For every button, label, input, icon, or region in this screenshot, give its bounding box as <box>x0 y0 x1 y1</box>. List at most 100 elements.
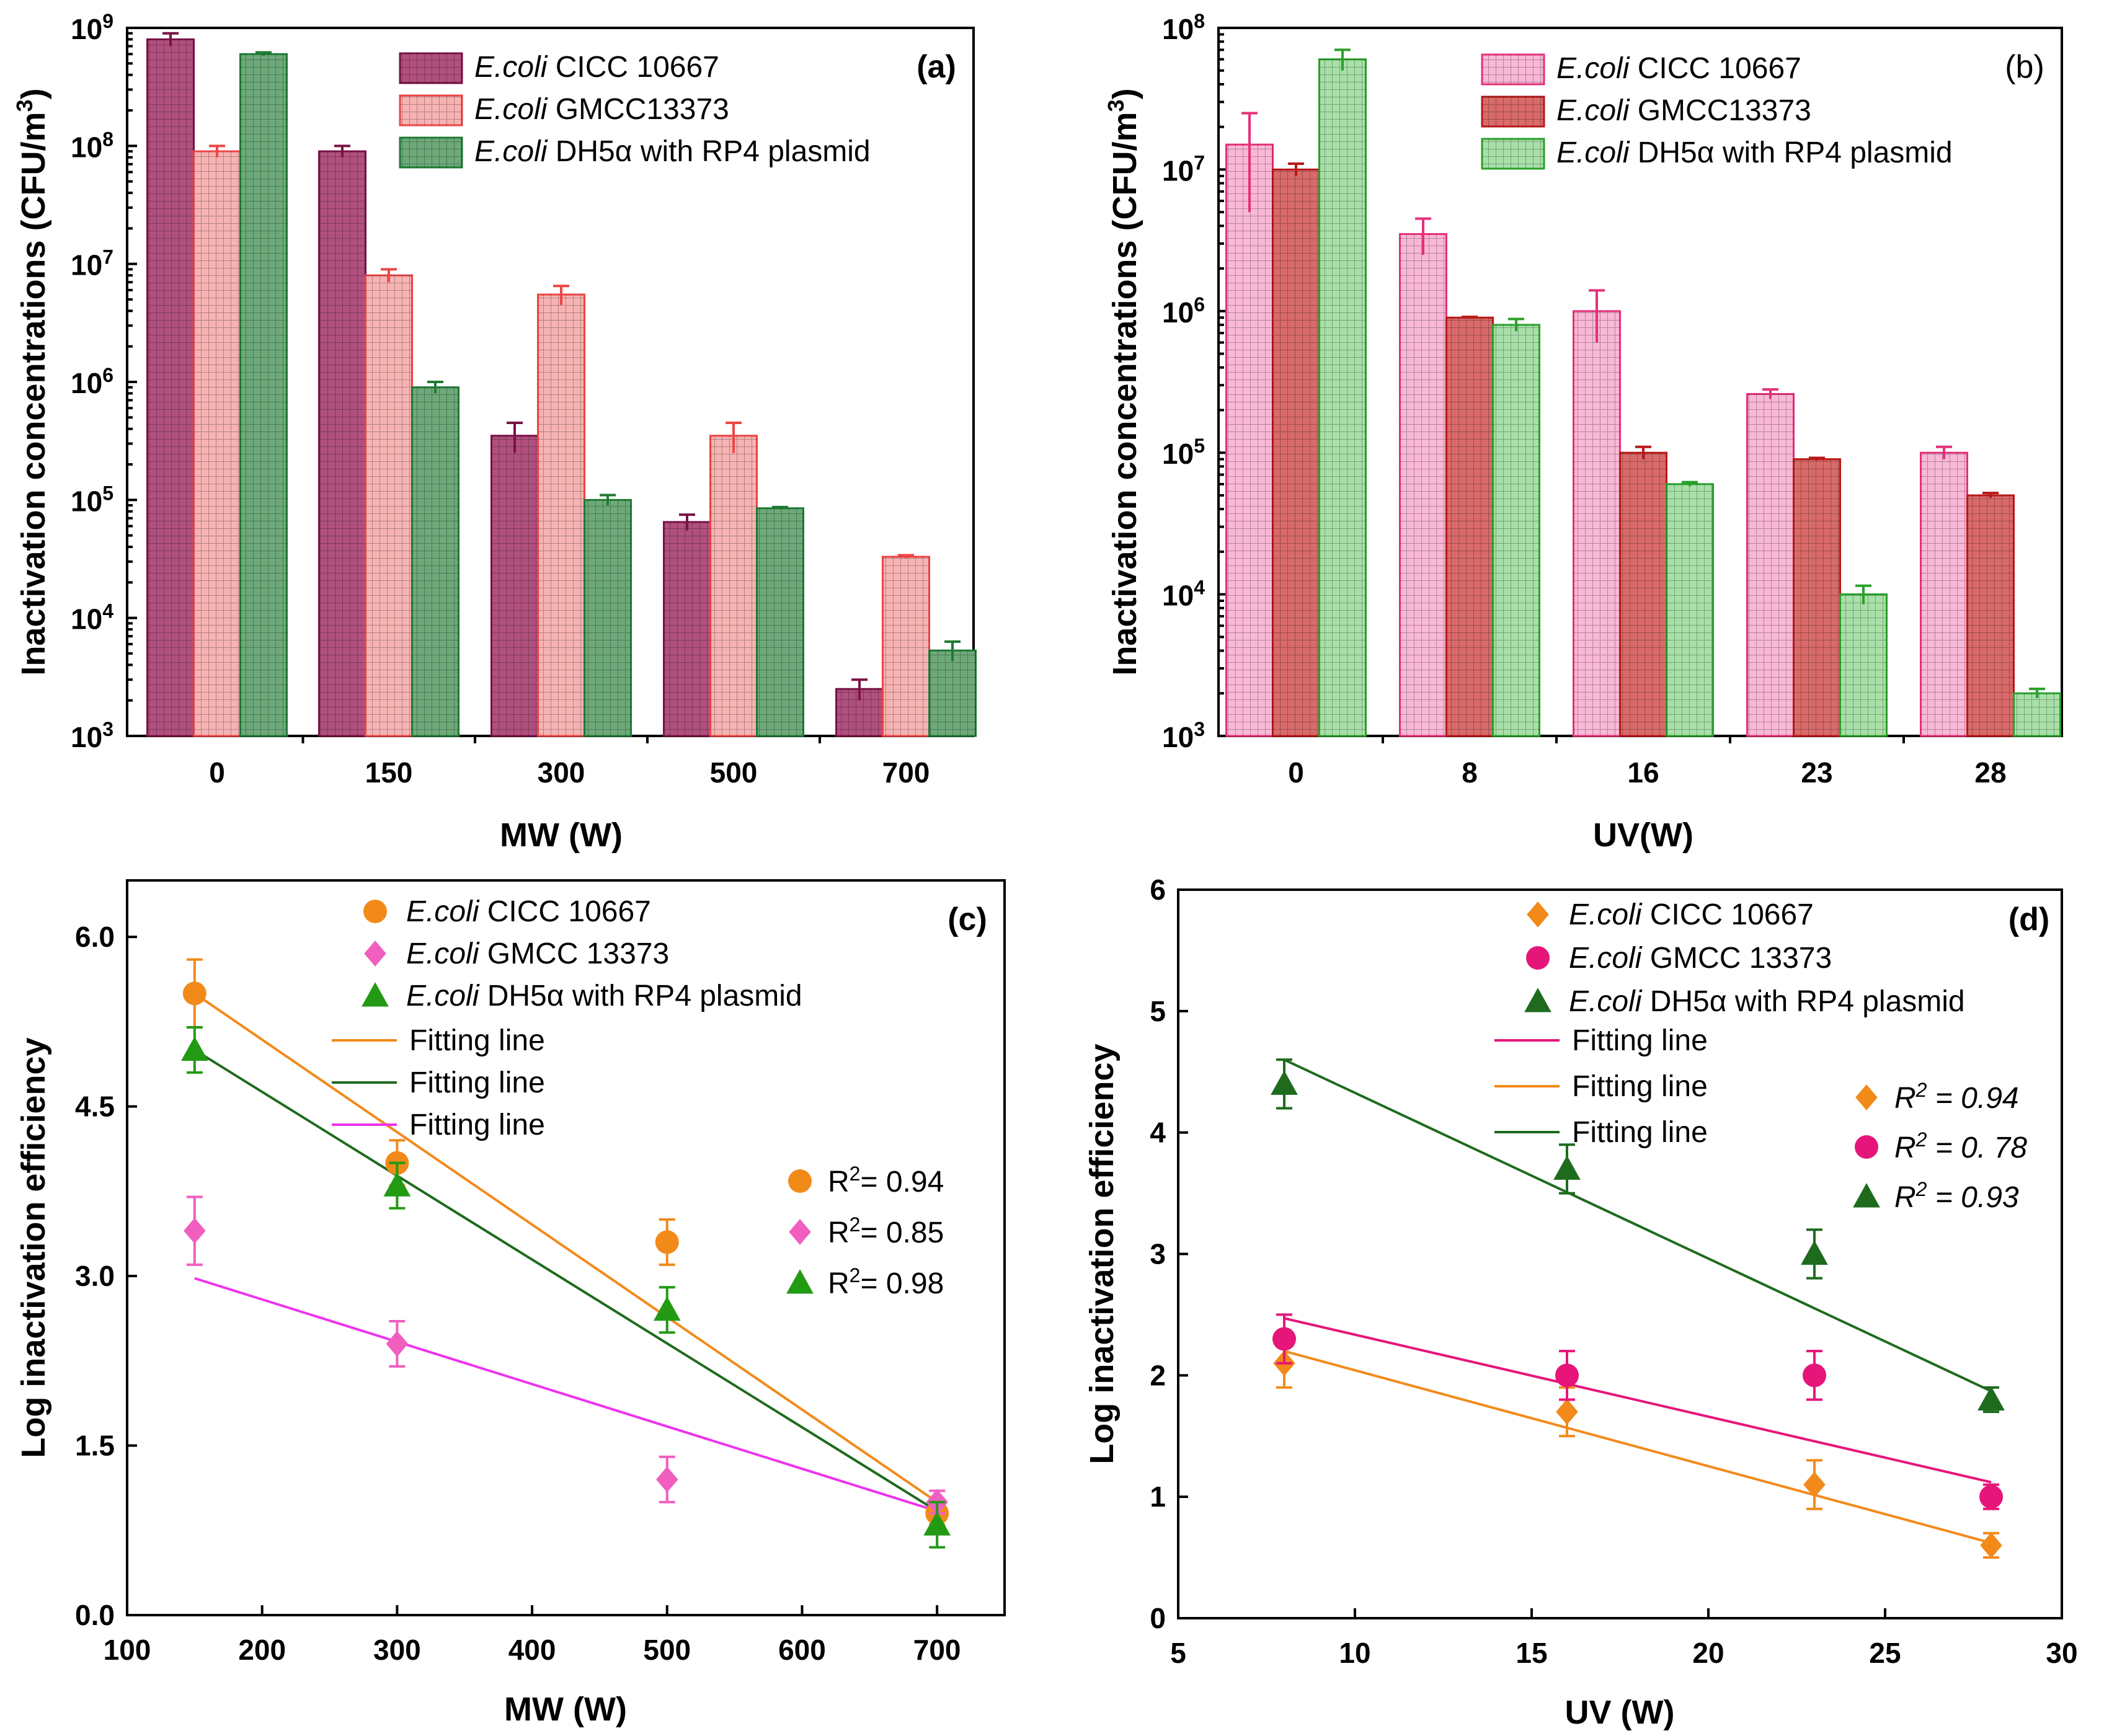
bar-hatch-b-s1-c4 <box>1967 495 2014 736</box>
x-tick-label-c-2: 300 <box>373 1634 421 1666</box>
x-tick-label-c-5: 600 <box>778 1634 826 1666</box>
x-tick-label-a-0: 0 <box>209 756 225 789</box>
y-tick-label-a-3: 106 <box>71 364 113 399</box>
x-tick-label-b-0: 0 <box>1288 756 1304 789</box>
panel-label-b: (b) <box>2005 49 2044 85</box>
r2-label-d-2: R2 = 0.93 <box>1894 1178 2019 1214</box>
data-point-c-s1-p1 <box>386 1331 409 1357</box>
x-tick-label-c-0: 100 <box>104 1634 151 1666</box>
bar-hatch-b-s2-c2 <box>1666 484 1713 736</box>
legend-fit-label-d-0: Fitting line <box>1572 1024 1708 1057</box>
bar-hatch-b-s2-c3 <box>1840 594 1887 736</box>
r2-marker-d-1 <box>1855 1135 1878 1159</box>
panel-b-chart: 103 104 105 106 107 108 0 8 16 23 28 E.coli CICC 10… <box>1103 10 2063 854</box>
x-tick-label-d-0: 5 <box>1170 1637 1186 1669</box>
r2-label-c-2: R2= 0.98 <box>828 1264 944 1300</box>
legend-marker-d-1 <box>1526 946 1550 970</box>
y-tick-label-c-4: 6.0 <box>75 921 115 953</box>
y-tick-label-b-4: 107 <box>1162 151 1205 187</box>
x-tick-label-d-3: 20 <box>1692 1637 1724 1669</box>
data-point-c-s2-p2 <box>653 1296 681 1321</box>
bar-hatch-a-s2-c0 <box>240 54 287 736</box>
data-point-d-s1-p0 <box>1272 1327 1296 1351</box>
data-point-d-s1-p1 <box>1555 1363 1579 1388</box>
fit-line-d-0 <box>1284 1317 1992 1484</box>
y-tick-label-d-4: 4 <box>1150 1117 1166 1149</box>
legend-fit-label-d-2: Fitting line <box>1572 1116 1708 1149</box>
y-tick-label-b-3: 106 <box>1162 293 1205 329</box>
bar-hatch-b-s1-c2 <box>1620 453 1667 736</box>
x-tick-label-a-1: 150 <box>365 756 413 789</box>
legend-marker-d-0 <box>1527 901 1549 928</box>
y-tick-label-d-0: 0 <box>1150 1602 1166 1634</box>
y-tick-label-a-1: 104 <box>71 600 113 636</box>
panel-label-d: (d) <box>2009 901 2049 937</box>
x-axis-title-d: UV (W) <box>1565 1694 1675 1731</box>
bar-hatch-a-s2-c3 <box>757 508 804 736</box>
y-tick-label-a-0: 103 <box>71 718 113 753</box>
y-axis-title-b: Inactivation concentrations (CFU/m3) <box>1103 88 1144 675</box>
fit-line-c-0 <box>193 992 938 1504</box>
y-tick-label-d-3: 3 <box>1150 1238 1166 1270</box>
x-tick-label-d-1: 10 <box>1339 1637 1370 1669</box>
legend-swatch-hatch-b-2 <box>1482 139 1544 169</box>
bar-hatch-b-s0-c0 <box>1226 144 1273 736</box>
x-axis-title-a: MW (W) <box>500 817 623 854</box>
bar-hatch-a-s0-c2 <box>491 435 538 736</box>
legend-marker-d-2 <box>1524 988 1551 1012</box>
data-point-d-s0-p2 <box>1803 1471 1826 1498</box>
legend-swatch-hatch-a-0 <box>400 53 462 83</box>
data-point-c-s2-p1 <box>383 1172 411 1197</box>
x-tick-label-c-6: 700 <box>913 1634 961 1666</box>
legend-entry-c-0: E.coli CICC 10667 <box>406 895 651 928</box>
data-point-c-s1-p0 <box>184 1218 206 1244</box>
bar-hatch-b-s2-c1 <box>1493 324 1540 736</box>
y-tick-label-d-5: 5 <box>1150 995 1166 1027</box>
legend-marker-c-1 <box>364 941 386 967</box>
x-axis-title-b: UV(W) <box>1593 817 1693 854</box>
bar-hatch-a-s0-c1 <box>319 151 366 737</box>
r2-marker-c-0 <box>788 1169 812 1193</box>
legend-entry-a-2: E.coli DH5α with RP4 plasmid <box>474 135 871 168</box>
r2-marker-d-2 <box>1853 1183 1880 1208</box>
r2-label-d-0: R2 = 0.94 <box>1894 1079 2019 1115</box>
data-point-c-s0-p0 <box>182 981 206 1006</box>
legend-entry-d-2: E.coli DH5α with RP4 plasmid <box>1569 985 1965 1018</box>
r2-marker-c-1 <box>789 1219 811 1245</box>
x-tick-label-a-2: 300 <box>538 756 585 789</box>
fit-line-d-1 <box>1284 1350 1992 1544</box>
data-point-c-s2-p0 <box>180 1036 208 1061</box>
y-tick-label-d-1: 1 <box>1150 1481 1166 1513</box>
bar-hatch-a-s1-c1 <box>365 275 412 736</box>
data-point-c-s2-p3 <box>923 1511 951 1536</box>
x-tick-label-b-3: 23 <box>1801 756 1832 789</box>
data-point-d-s1-p3 <box>1979 1485 2003 1509</box>
bar-hatch-a-s1-c2 <box>538 294 585 736</box>
y-axis-title-c: Log inactivation efficiency <box>15 1037 52 1458</box>
legend-fit-label-d-1: Fitting line <box>1572 1070 1708 1103</box>
fit-line-d-2 <box>1284 1058 1992 1393</box>
r2-label-c-1: R2= 0.85 <box>828 1213 944 1249</box>
data-point-d-s2-p3 <box>1977 1386 2005 1410</box>
data-point-d-s1-p2 <box>1803 1363 1826 1388</box>
bar-hatch-a-s2-c4 <box>929 650 976 736</box>
legend-entry-a-1: E.coli GMCC13373 <box>474 93 729 126</box>
y-tick-label-b-1: 104 <box>1162 577 1205 612</box>
legend-entry-b-0: E.coli CICC 10667 <box>1556 52 1801 85</box>
y-tick-label-b-0: 103 <box>1162 718 1205 753</box>
bar-hatch-a-s0-c0 <box>147 39 194 737</box>
data-point-c-s0-p2 <box>655 1230 679 1254</box>
bar-hatch-a-s0-c3 <box>664 521 711 736</box>
y-tick-label-c-1: 1.5 <box>75 1430 115 1462</box>
x-tick-label-c-3: 400 <box>508 1634 556 1666</box>
bar-hatch-a-s1-c0 <box>193 151 241 737</box>
r2-marker-d-0 <box>1855 1084 1878 1110</box>
legend-marker-c-0 <box>363 900 387 923</box>
x-axis-title-c: MW (W) <box>504 1691 627 1728</box>
x-tick-label-c-1: 200 <box>238 1634 286 1666</box>
legend-fit-label-c-2: Fitting line <box>409 1109 545 1141</box>
fit-line-c-2 <box>194 1277 938 1513</box>
bar-hatch-b-s0-c4 <box>1920 453 1968 736</box>
x-tick-label-d-5: 30 <box>2046 1637 2077 1669</box>
